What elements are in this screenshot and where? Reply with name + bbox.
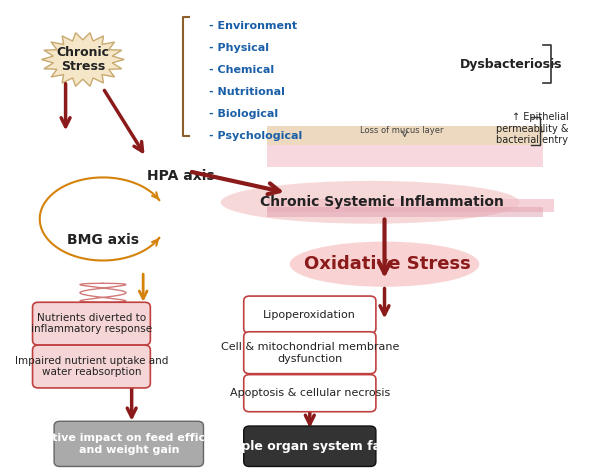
Text: - Nutritional: - Nutritional: [209, 87, 285, 97]
Text: Loss of mucus layer: Loss of mucus layer: [360, 127, 443, 135]
FancyBboxPatch shape: [32, 345, 151, 388]
FancyBboxPatch shape: [267, 207, 542, 217]
Text: Oxidative Stress: Oxidative Stress: [304, 255, 471, 273]
Text: ↑ Epithelial
permeability &
bacterial entry: ↑ Epithelial permeability & bacterial en…: [496, 112, 568, 145]
Text: - Psychological: - Psychological: [209, 131, 302, 141]
Text: HPA axis: HPA axis: [147, 169, 214, 183]
FancyBboxPatch shape: [54, 421, 203, 466]
Ellipse shape: [221, 181, 520, 224]
Polygon shape: [41, 33, 124, 86]
Ellipse shape: [290, 242, 479, 287]
FancyBboxPatch shape: [244, 426, 376, 466]
FancyBboxPatch shape: [267, 199, 554, 212]
Text: - Physical: - Physical: [209, 43, 269, 53]
FancyBboxPatch shape: [267, 145, 542, 167]
FancyBboxPatch shape: [32, 302, 151, 345]
Text: Cell & mitochondrial membrane
dysfunction: Cell & mitochondrial membrane dysfunctio…: [221, 342, 399, 364]
Text: Nutrients diverted to
inflammatory response: Nutrients diverted to inflammatory respo…: [31, 313, 152, 335]
FancyBboxPatch shape: [244, 296, 376, 333]
FancyBboxPatch shape: [267, 126, 542, 145]
Text: Apoptosis & cellular necrosis: Apoptosis & cellular necrosis: [230, 388, 390, 398]
Text: Dysbacteriosis: Dysbacteriosis: [460, 58, 563, 71]
Text: Multiple organ system failure: Multiple organ system failure: [206, 440, 413, 453]
Text: Chronic Systemic Inflammation: Chronic Systemic Inflammation: [260, 195, 503, 209]
Text: Chronic
Stress: Chronic Stress: [56, 46, 109, 73]
FancyBboxPatch shape: [244, 375, 376, 412]
Text: Negative impact on feed efficiency
and weight gain: Negative impact on feed efficiency and w…: [20, 433, 238, 455]
Text: - Chemical: - Chemical: [209, 65, 274, 75]
FancyBboxPatch shape: [244, 332, 376, 374]
Text: - Environment: - Environment: [209, 21, 298, 31]
Text: - Biological: - Biological: [209, 109, 278, 119]
Text: BMG axis: BMG axis: [67, 233, 139, 248]
Text: Impaired nutrient uptake and
water reabsorption: Impaired nutrient uptake and water reabs…: [15, 356, 168, 377]
Text: Lipoperoxidation: Lipoperoxidation: [263, 309, 356, 320]
